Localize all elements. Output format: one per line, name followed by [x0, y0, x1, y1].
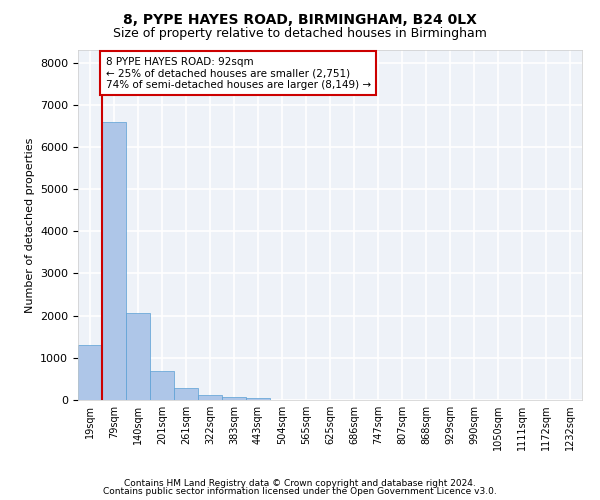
- Bar: [78, 345, 102, 400]
- Text: Size of property relative to detached houses in Birmingham: Size of property relative to detached ho…: [113, 28, 487, 40]
- Y-axis label: Number of detached properties: Number of detached properties: [25, 138, 35, 312]
- Bar: [222, 397, 246, 400]
- Text: Contains public sector information licensed under the Open Government Licence v3: Contains public sector information licen…: [103, 487, 497, 496]
- Text: Contains HM Land Registry data © Crown copyright and database right 2024.: Contains HM Land Registry data © Crown c…: [124, 478, 476, 488]
- Bar: [198, 394, 222, 400]
- Bar: [174, 388, 198, 400]
- Bar: [102, 122, 126, 400]
- Bar: [246, 398, 270, 400]
- Text: 8, PYPE HAYES ROAD, BIRMINGHAM, B24 0LX: 8, PYPE HAYES ROAD, BIRMINGHAM, B24 0LX: [123, 12, 477, 26]
- Text: 8 PYPE HAYES ROAD: 92sqm
← 25% of detached houses are smaller (2,751)
74% of sem: 8 PYPE HAYES ROAD: 92sqm ← 25% of detach…: [106, 56, 371, 90]
- Bar: [150, 372, 174, 400]
- Bar: [126, 313, 150, 400]
